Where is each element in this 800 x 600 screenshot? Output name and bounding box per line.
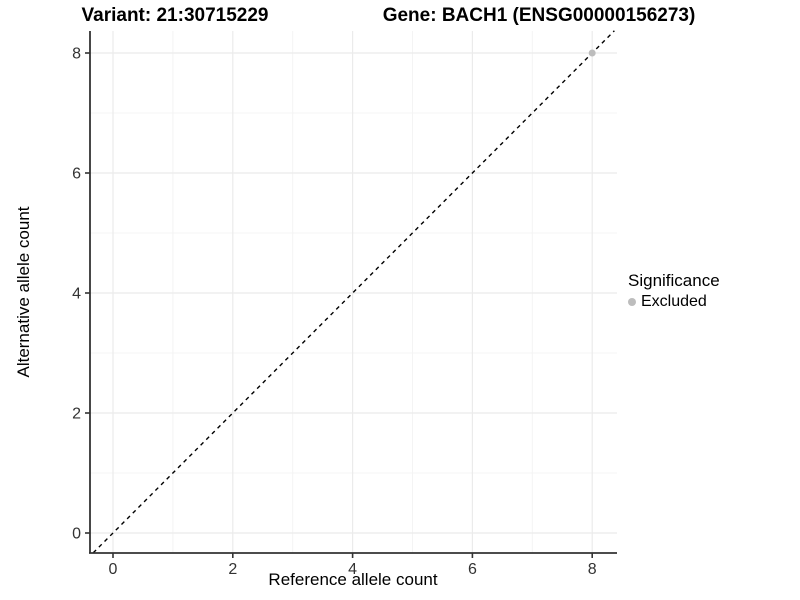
legend-title: Significance bbox=[628, 271, 720, 290]
variant-title: Variant: 21:30715229 bbox=[81, 5, 269, 26]
x-tick-label: 6 bbox=[468, 561, 477, 578]
data-point-excluded bbox=[588, 49, 596, 57]
y-tick-label: 0 bbox=[72, 526, 81, 543]
legend-item-excluded: Excluded bbox=[628, 293, 720, 311]
x-tick-label: 2 bbox=[228, 561, 237, 578]
legend: Significance Excluded bbox=[628, 271, 720, 311]
x-tick-label: 0 bbox=[109, 561, 118, 578]
excluded-point-icon bbox=[628, 298, 636, 306]
y-axis-title: Alternative allele count bbox=[14, 206, 33, 378]
y-tick-label: 4 bbox=[72, 286, 81, 303]
legend-item-label: Excluded bbox=[641, 293, 707, 310]
x-tick-label: 8 bbox=[588, 561, 597, 578]
gene-title: Gene: BACH1 (ENSG00000156273) bbox=[382, 5, 696, 26]
y-tick-label: 8 bbox=[72, 46, 81, 63]
y-tick-label: 6 bbox=[72, 166, 81, 183]
y-tick-label: 2 bbox=[72, 406, 81, 423]
x-tick-label: 4 bbox=[348, 561, 357, 578]
identity-dashed-line bbox=[92, 30, 615, 554]
x-axis-title: Reference allele count bbox=[268, 570, 438, 589]
